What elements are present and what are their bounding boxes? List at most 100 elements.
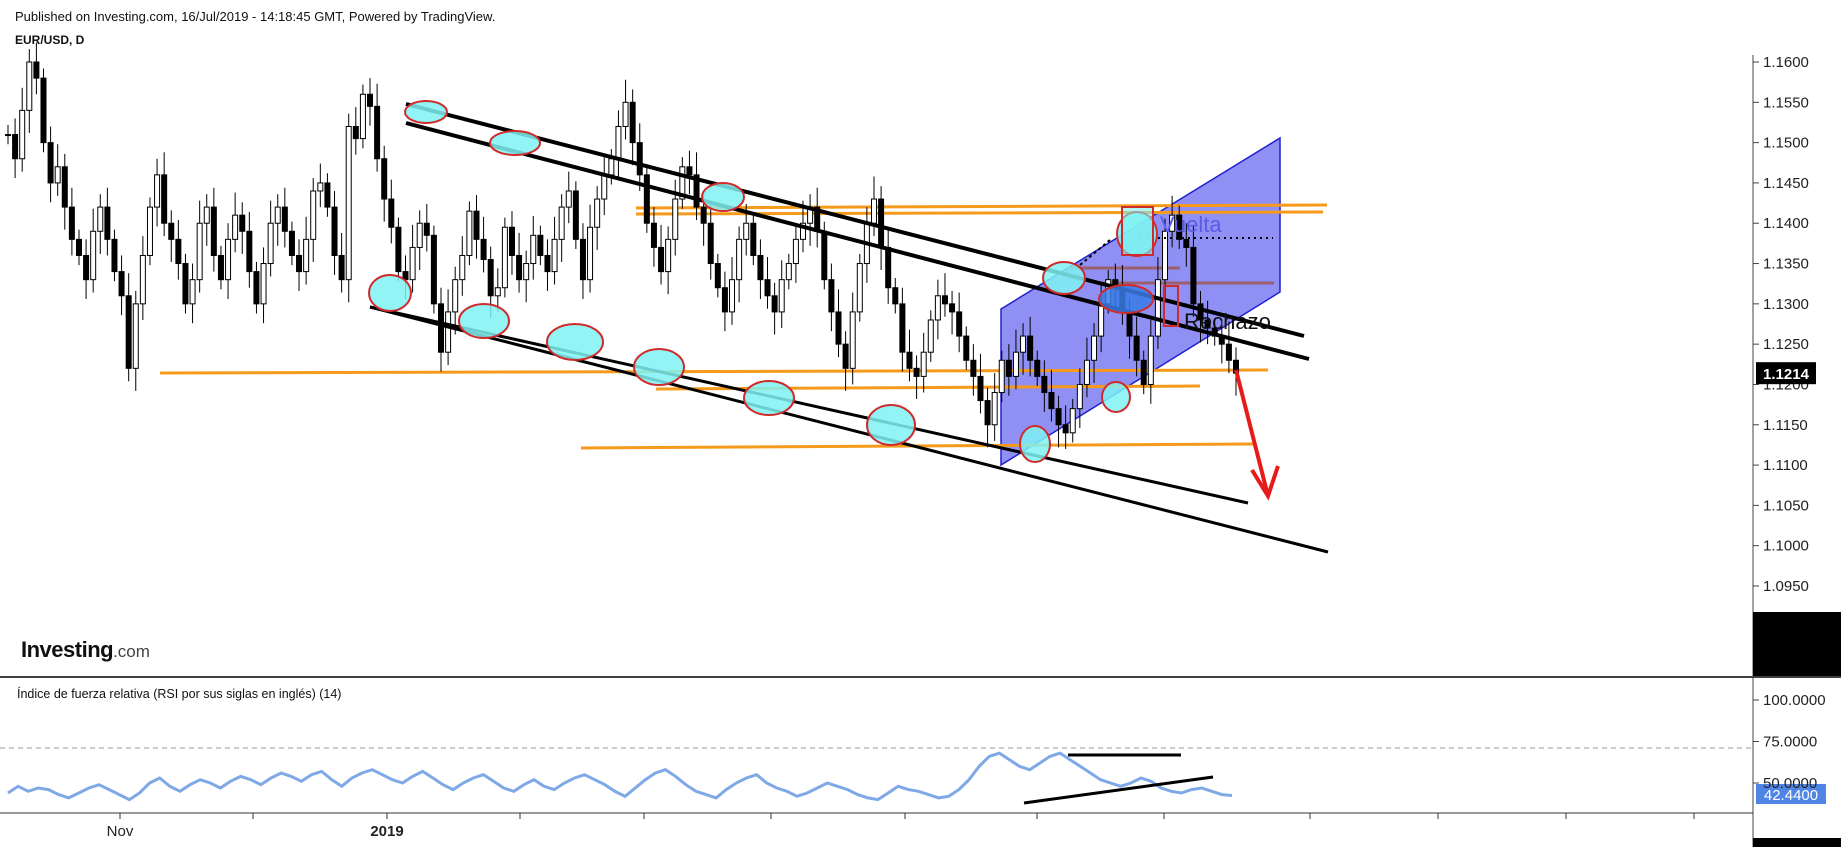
- candle-body: [203, 206, 210, 224]
- candle-body: [849, 311, 856, 369]
- candle-body: [984, 400, 991, 426]
- candle-body: [118, 271, 125, 297]
- candle-body: [1183, 238, 1190, 248]
- candle-body: [5, 134, 11, 137]
- candle-body: [785, 263, 792, 281]
- candle-body: [274, 206, 281, 224]
- candle-body: [736, 238, 743, 281]
- candle-body: [459, 254, 466, 281]
- candle-body: [750, 222, 757, 256]
- candle-body: [47, 142, 54, 184]
- candle-body: [83, 254, 90, 281]
- touch-marker: [701, 182, 745, 212]
- rsi-tick-label: 75.0000: [1763, 734, 1817, 751]
- support-line-1: [159, 368, 1269, 375]
- candle-body: [629, 101, 636, 144]
- candle-body: [367, 93, 374, 107]
- candle-body: [395, 226, 402, 273]
- candle-body: [1083, 359, 1090, 385]
- axis-black-block: [1753, 612, 1841, 676]
- candle-body: [246, 230, 253, 273]
- candle-body: [1098, 303, 1105, 337]
- candle-body: [480, 238, 487, 261]
- candle-body: [359, 93, 366, 140]
- candle-body: [345, 125, 352, 281]
- candle-body: [587, 226, 594, 281]
- candle-body: [800, 222, 807, 240]
- candle-body: [26, 61, 33, 111]
- candle-body: [778, 279, 785, 313]
- candle-body: [210, 206, 217, 256]
- candle-body: [104, 206, 111, 240]
- candle-body: [892, 287, 899, 305]
- candles: [5, 42, 1239, 449]
- candle-body: [821, 230, 828, 281]
- candle-body: [196, 222, 203, 281]
- candle-body: [487, 259, 494, 297]
- candle-body: [579, 238, 586, 281]
- candle-body: [1176, 214, 1183, 240]
- candle-body: [1041, 375, 1048, 394]
- last-price-value: 1.1214: [1763, 366, 1810, 383]
- candle-body: [771, 295, 778, 313]
- candle-body: [381, 158, 388, 200]
- trend-line-upper-2: [405, 121, 1310, 361]
- candle-body: [154, 174, 161, 208]
- touch-marker: [1101, 381, 1131, 413]
- rechazo-label: Rechazo: [1184, 309, 1271, 334]
- touch-marker: [458, 303, 510, 339]
- candle-body: [1204, 319, 1211, 329]
- candle-body: [565, 190, 572, 208]
- dotted-trend: [1079, 239, 1111, 266]
- price-tick-label: 1.1400: [1763, 215, 1809, 232]
- candle-body: [1225, 343, 1232, 361]
- candle-body: [1005, 359, 1012, 377]
- candle-body: [388, 198, 395, 228]
- candle-body: [516, 254, 523, 281]
- rsi-value: 42.4400: [1764, 787, 1818, 804]
- touch-marker: [1019, 425, 1051, 463]
- candle-body: [885, 246, 892, 289]
- candle-body: [977, 375, 984, 402]
- candle-body: [310, 190, 317, 240]
- price-tick-label: 1.1000: [1763, 538, 1809, 555]
- touch-marker: [489, 130, 541, 156]
- price-tick-label: 1.1550: [1763, 94, 1809, 111]
- time-tick-label: Nov: [107, 823, 134, 840]
- candle-body: [331, 206, 338, 256]
- candle-body: [1133, 335, 1140, 361]
- candle-body: [956, 311, 963, 337]
- resistance-line-1: [635, 203, 1328, 210]
- candle-body: [608, 158, 615, 176]
- price-tick-label: 1.1250: [1763, 336, 1809, 353]
- trend-line-lower-1: [369, 305, 1249, 505]
- trend-line-upper-1: [405, 102, 1305, 338]
- candle-body: [430, 234, 437, 305]
- candle-body: [970, 359, 977, 377]
- candle-body: [168, 222, 175, 240]
- time-axis: Nov 2019: [107, 813, 1695, 840]
- candle-body: [643, 174, 650, 224]
- candle-body: [33, 61, 40, 79]
- candle-body: [920, 351, 927, 377]
- candle-body: [551, 238, 558, 273]
- touch-marker: [743, 380, 795, 416]
- candle-body: [949, 303, 956, 313]
- axis-black-block-bottom: [1753, 838, 1841, 847]
- candle-body: [686, 166, 693, 176]
- investing-logo: Investing.com: [21, 637, 150, 662]
- candle-body: [90, 230, 97, 281]
- candle-body: [729, 279, 736, 313]
- price-tick-label: 1.1500: [1763, 135, 1809, 152]
- price-tick-label: 1.1150: [1763, 417, 1808, 434]
- down-arrow-head: [1250, 465, 1280, 501]
- price-tick-label: 1.1300: [1763, 296, 1809, 313]
- candle-body: [508, 226, 515, 256]
- candle-body: [12, 134, 19, 160]
- candle-body: [963, 335, 970, 361]
- price-tick-label: 1.1350: [1763, 256, 1809, 273]
- candle-body: [239, 214, 246, 232]
- candle-body: [423, 222, 430, 236]
- touch-marker: [866, 404, 916, 446]
